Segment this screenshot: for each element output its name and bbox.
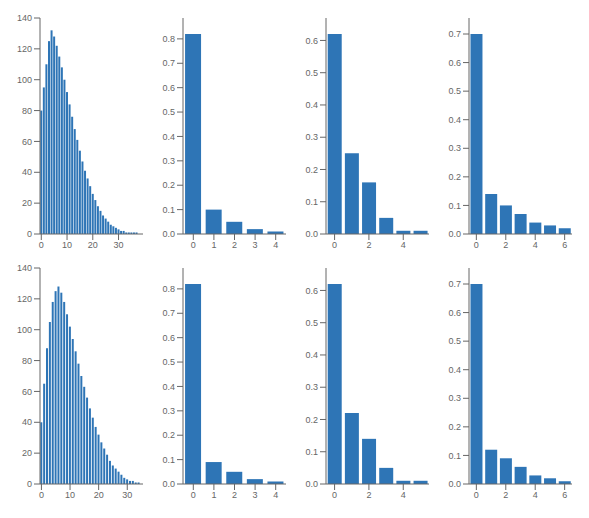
svg-text:6: 6: [562, 240, 567, 250]
svg-text:1: 1: [211, 490, 216, 500]
svg-text:0.4: 0.4: [162, 382, 175, 392]
svg-text:20: 20: [22, 448, 32, 458]
svg-text:0.2: 0.2: [305, 165, 318, 175]
svg-text:2: 2: [366, 490, 371, 500]
svg-text:0: 0: [39, 240, 44, 250]
svg-text:0.1: 0.1: [162, 205, 175, 215]
svg-text:100: 100: [17, 75, 32, 85]
svg-text:0.5: 0.5: [162, 107, 175, 117]
svg-text:0.3: 0.3: [162, 156, 175, 166]
svg-text:0.2: 0.2: [448, 422, 461, 432]
svg-text:10: 10: [65, 490, 75, 500]
svg-text:0.4: 0.4: [305, 100, 318, 110]
svg-text:120: 120: [17, 294, 32, 304]
svg-text:120: 120: [17, 44, 32, 54]
svg-text:0: 0: [27, 229, 32, 239]
svg-text:20: 20: [22, 198, 32, 208]
svg-text:0.6: 0.6: [448, 308, 461, 318]
svg-text:0: 0: [474, 490, 479, 500]
svg-text:0.1: 0.1: [162, 455, 175, 465]
svg-text:6: 6: [562, 490, 567, 500]
svg-text:0.6: 0.6: [305, 36, 318, 46]
svg-text:0.5: 0.5: [305, 318, 318, 328]
svg-text:80: 80: [22, 106, 32, 116]
svg-text:0: 0: [191, 490, 196, 500]
svg-text:4: 4: [533, 490, 538, 500]
svg-text:0.2: 0.2: [162, 430, 175, 440]
svg-text:0.1: 0.1: [305, 197, 318, 207]
svg-text:40: 40: [22, 167, 32, 177]
svg-text:0.4: 0.4: [448, 365, 461, 375]
svg-text:0.0: 0.0: [305, 479, 318, 489]
svg-text:4: 4: [401, 490, 406, 500]
svg-text:40: 40: [22, 417, 32, 427]
svg-text:30: 30: [114, 240, 124, 250]
svg-text:4: 4: [273, 490, 278, 500]
svg-text:0.3: 0.3: [162, 406, 175, 416]
svg-text:0.8: 0.8: [162, 284, 175, 294]
svg-text:0.7: 0.7: [162, 308, 175, 318]
svg-text:0: 0: [39, 490, 44, 500]
svg-text:0.1: 0.1: [448, 201, 461, 211]
svg-text:0: 0: [474, 240, 479, 250]
svg-text:2: 2: [232, 490, 237, 500]
svg-text:0.3: 0.3: [305, 382, 318, 392]
svg-text:80: 80: [22, 356, 32, 366]
svg-text:4: 4: [533, 240, 538, 250]
svg-text:0.5: 0.5: [448, 86, 461, 96]
svg-text:0.0: 0.0: [162, 229, 175, 239]
svg-text:1: 1: [211, 240, 216, 250]
svg-text:0.8: 0.8: [162, 34, 175, 44]
svg-text:0.0: 0.0: [448, 479, 461, 489]
svg-text:10: 10: [62, 240, 72, 250]
svg-text:0.0: 0.0: [305, 229, 318, 239]
svg-text:0.5: 0.5: [305, 68, 318, 78]
svg-text:0.2: 0.2: [162, 180, 175, 190]
svg-text:140: 140: [17, 13, 32, 23]
svg-text:4: 4: [401, 240, 406, 250]
svg-text:4: 4: [273, 240, 278, 250]
svg-text:0.6: 0.6: [162, 333, 175, 343]
svg-text:0.5: 0.5: [162, 357, 175, 367]
svg-text:20: 20: [88, 240, 98, 250]
svg-text:0.3: 0.3: [305, 132, 318, 142]
svg-text:0.0: 0.0: [448, 229, 461, 239]
svg-text:0.7: 0.7: [448, 279, 461, 289]
svg-text:0.2: 0.2: [448, 172, 461, 182]
svg-text:0.2: 0.2: [305, 415, 318, 425]
svg-text:0: 0: [332, 240, 337, 250]
svg-text:20: 20: [94, 490, 104, 500]
svg-text:0: 0: [332, 490, 337, 500]
svg-text:140: 140: [17, 263, 32, 273]
svg-text:0.5: 0.5: [448, 336, 461, 346]
svg-text:0: 0: [27, 479, 32, 489]
svg-text:60: 60: [22, 387, 32, 397]
svg-text:2: 2: [503, 240, 508, 250]
svg-text:0.3: 0.3: [448, 143, 461, 153]
svg-text:2: 2: [503, 490, 508, 500]
svg-text:0.4: 0.4: [162, 132, 175, 142]
svg-text:0.6: 0.6: [305, 286, 318, 296]
svg-text:3: 3: [253, 490, 258, 500]
svg-text:0.7: 0.7: [448, 29, 461, 39]
svg-text:0.7: 0.7: [162, 58, 175, 68]
svg-text:0.6: 0.6: [448, 58, 461, 68]
svg-text:2: 2: [366, 240, 371, 250]
svg-text:0.0: 0.0: [162, 479, 175, 489]
svg-text:0.1: 0.1: [448, 451, 461, 461]
svg-text:2: 2: [232, 240, 237, 250]
svg-text:0.4: 0.4: [448, 115, 461, 125]
svg-text:30: 30: [122, 490, 132, 500]
svg-text:0: 0: [191, 240, 196, 250]
svg-text:0.4: 0.4: [305, 350, 318, 360]
svg-text:60: 60: [22, 137, 32, 147]
svg-text:3: 3: [253, 240, 258, 250]
svg-text:0.6: 0.6: [162, 83, 175, 93]
svg-text:0.1: 0.1: [305, 447, 318, 457]
svg-text:0.3: 0.3: [448, 393, 461, 403]
svg-text:100: 100: [17, 325, 32, 335]
